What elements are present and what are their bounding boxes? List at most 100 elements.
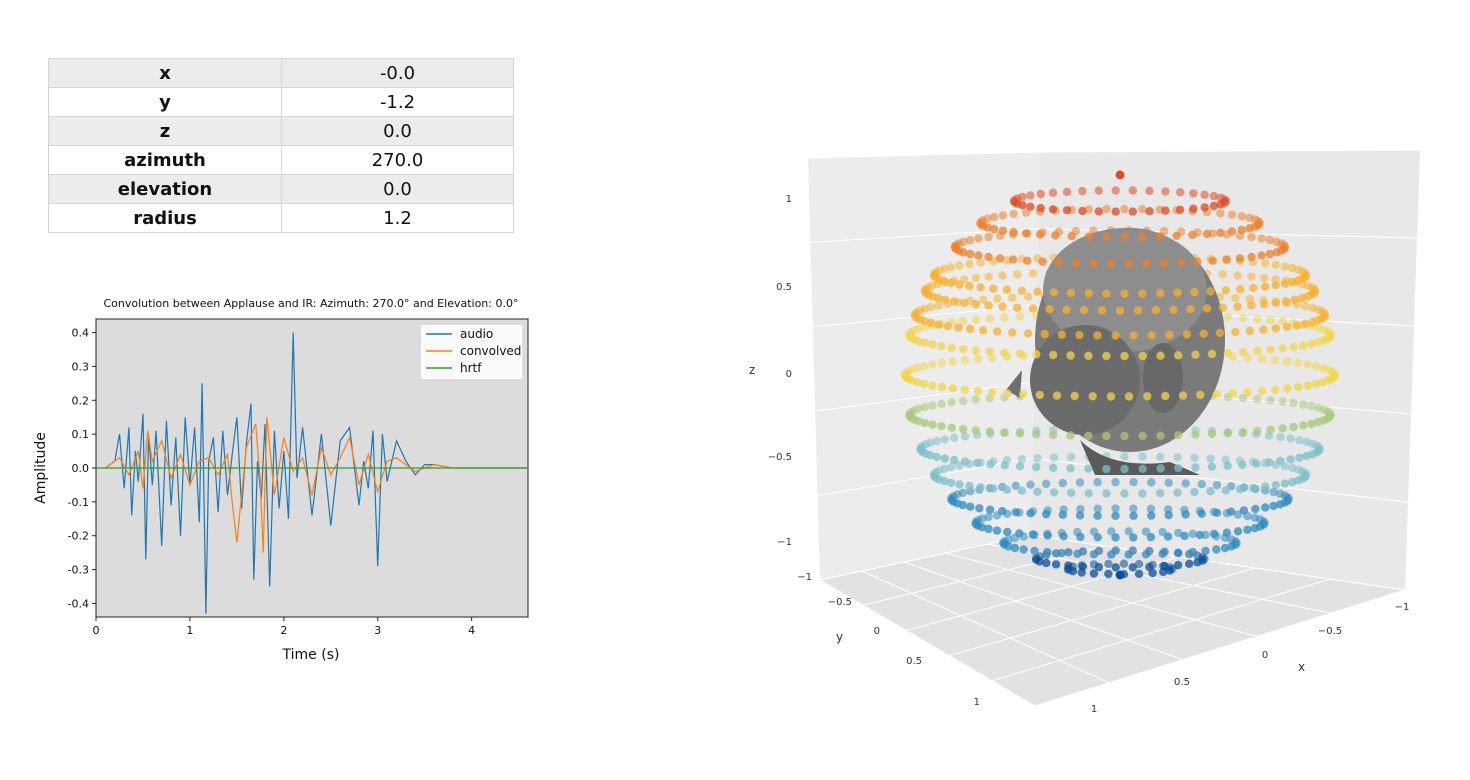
hrtf-point [1207, 462, 1217, 471]
hrtf-point [999, 538, 1008, 548]
hrtf-point [1223, 312, 1233, 322]
hrtf-point [959, 237, 968, 246]
hrtf-point [1216, 209, 1225, 218]
hrtf-point [1120, 204, 1129, 214]
hrtf-point [1169, 305, 1178, 314]
hrtf-point [1243, 388, 1252, 397]
hrtf-point [992, 526, 1002, 535]
hrtf-point [1172, 231, 1181, 240]
x-tick-label-3d: 0 [1262, 650, 1268, 661]
hrtf-point [1075, 511, 1085, 520]
hrtf-point [1000, 313, 1009, 322]
hrtf-point [1115, 306, 1125, 315]
y-tick-label-3d: 0.5 [906, 656, 922, 667]
hrtf-point [1301, 302, 1310, 311]
hrtf-point [1148, 568, 1157, 578]
hrtf-point [1111, 477, 1120, 487]
hrtf-point [937, 399, 946, 408]
hrtf-point [1238, 393, 1248, 403]
hrtf-point [1289, 342, 1298, 352]
hrtf-point [928, 420, 937, 429]
hrtf-point [984, 512, 993, 522]
hrtf-point [984, 524, 993, 534]
y-tick-label-3d: −0.5 [828, 597, 852, 608]
hrtf-point [940, 464, 949, 473]
hrtf-point [1049, 488, 1059, 497]
hrtf-point [1266, 316, 1275, 325]
table-row: azimuth 270.0 [48, 145, 514, 175]
hrtf-point [1265, 235, 1275, 245]
hrtf-point [1129, 533, 1138, 542]
hrtf-point [1201, 546, 1210, 556]
row-key-azimuth: azimuth [48, 145, 282, 175]
hrtf-point [1102, 489, 1111, 498]
hrtf-point [1011, 481, 1020, 490]
hrtf-point [1208, 256, 1217, 265]
hrtf-point [1000, 428, 1009, 437]
z-tick-label: −0.5 [768, 452, 792, 463]
hrtf-point [1189, 189, 1198, 198]
hrtf-point [1221, 486, 1230, 495]
hrtf-point [973, 386, 983, 396]
hrtf-point [1237, 212, 1246, 221]
hrtf-point [1015, 349, 1025, 358]
hrtf-point [1264, 458, 1274, 467]
hrtf-point [1199, 329, 1208, 338]
hrtf-point [1252, 459, 1261, 468]
x-tick-label: 3 [374, 624, 381, 637]
hrtf-point [926, 302, 936, 312]
y-tick-label-3d: 0 [874, 626, 880, 637]
hrtf-point [1160, 258, 1169, 268]
hrtf-point [1093, 511, 1102, 520]
hrtf-point [1161, 391, 1170, 401]
x-tick-label: 1 [186, 624, 193, 637]
row-key-z: z [48, 116, 282, 146]
hrtf-point [1138, 289, 1147, 298]
hrtf-point [983, 214, 992, 223]
hrtf-point [1188, 230, 1197, 240]
hrtf-point [1288, 477, 1297, 487]
hrtf-point [1146, 504, 1156, 513]
hrtf-point [1191, 350, 1200, 359]
hrtf-point [1212, 508, 1222, 517]
hrtf-point [984, 232, 993, 242]
hrtf-3d-plot[interactable]: z y x 1 0.5 0 −0.5 −1 −1 −0.5 0 0.5 1 −1 −0.5 0 0.5 1 [730, 140, 1450, 740]
hrtf-point [1233, 271, 1242, 280]
z-axis-label: z [749, 363, 755, 377]
hrtf-point [1035, 390, 1044, 400]
y-tick-label: 0.2 [72, 394, 90, 407]
axis-ticks: 1 0.5 0 −0.5 −1 −1 −0.5 0 0.5 1 −1 −0.5 0 0.5 1 [768, 194, 1410, 715]
hrtf-point [1093, 504, 1102, 513]
hrtf-point [1033, 287, 1042, 296]
hrtf-point [971, 426, 981, 435]
hrtf-point [1237, 225, 1246, 235]
hrtf-point [1293, 382, 1303, 392]
hrtf-point [1084, 489, 1093, 498]
hrtf-point [1120, 489, 1129, 498]
hrtf-point [1002, 485, 1012, 494]
hrtf-point [1010, 543, 1020, 553]
hrtf-point [1120, 464, 1129, 474]
hrtf-point [1011, 508, 1020, 517]
table-row: x -0.0 [48, 58, 514, 88]
row-key-y: y [48, 87, 282, 117]
hrtf-point [1084, 431, 1093, 440]
hrtf-point [979, 326, 988, 335]
x-tick-label-3d: −1 [1395, 602, 1410, 613]
grid-line [817, 457, 1033, 497]
grid-line [861, 570, 1110, 684]
hrtf-point [1051, 231, 1060, 240]
hrtf-point [1260, 273, 1269, 283]
hrtf-point [1269, 487, 1278, 497]
hrtf-point [959, 316, 968, 326]
grid-line [948, 567, 1256, 657]
hrtf-point [1097, 306, 1107, 315]
hrtf-point [1266, 396, 1275, 405]
hrtf-point [1260, 300, 1269, 309]
hrtf-point [1190, 453, 1199, 463]
hrtf-point [971, 300, 980, 309]
hrtf-point [1174, 351, 1183, 360]
y-axis-label-3d: y [836, 630, 843, 644]
y-ticks: 0.4 0.3 0.2 0.1 0.0 -0.1 -0.2 -0.3 -0.4 [68, 327, 96, 610]
hrtf-point [1128, 186, 1137, 195]
